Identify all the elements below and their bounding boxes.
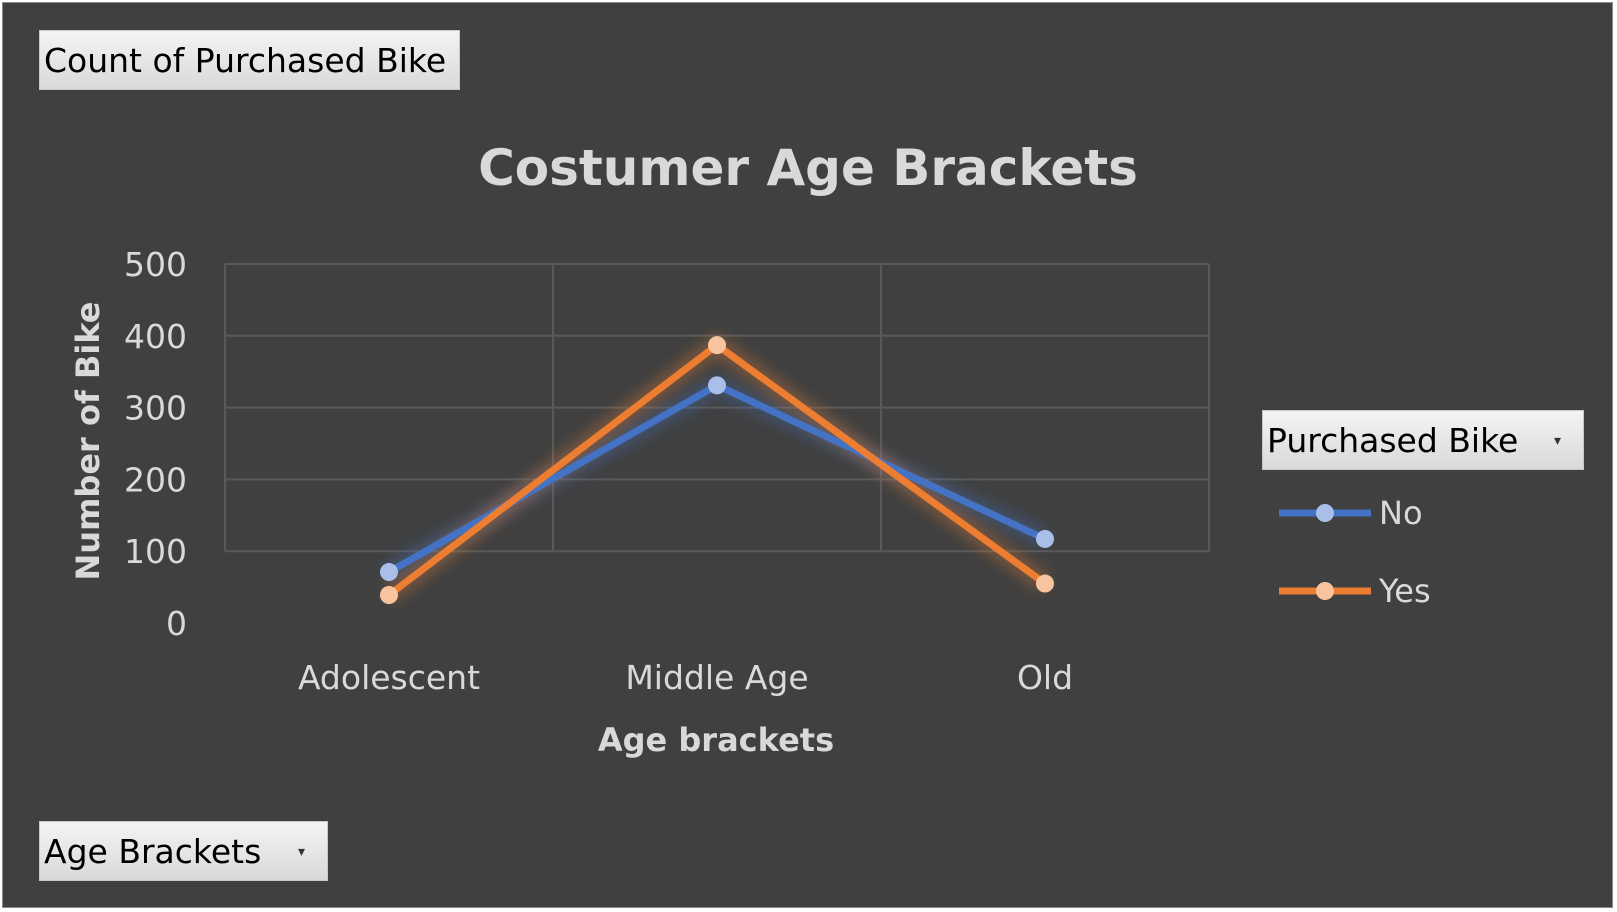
values-field-button[interactable]: Count of Purchased Bike bbox=[39, 30, 460, 90]
data-point-yes bbox=[1036, 574, 1054, 593]
legend-label: Yes bbox=[1379, 572, 1431, 610]
legend-item-no: No bbox=[1275, 493, 1495, 533]
x-axis-ticks: Adolescent Middle Age Old bbox=[298, 658, 1073, 697]
y-tick-label: 500 bbox=[124, 245, 187, 284]
data-point-no bbox=[380, 563, 398, 582]
legend-swatch bbox=[1279, 582, 1371, 600]
legend-field-button[interactable]: Purchased Bike ▾ bbox=[1262, 410, 1584, 470]
y-tick-label: 400 bbox=[124, 317, 187, 356]
values-field-label: Count of Purchased Bike bbox=[44, 41, 447, 80]
axis-field-label: Age Brackets bbox=[44, 832, 262, 871]
gridlines bbox=[224, 263, 1210, 553]
x-tick-label: Old bbox=[1017, 658, 1073, 697]
legend-item-yes: Yes bbox=[1275, 571, 1495, 611]
dropdown-arrow-icon: ▾ bbox=[297, 844, 305, 860]
x-axis-label: Age brackets bbox=[598, 721, 834, 759]
y-tick-label: 200 bbox=[124, 460, 187, 499]
y-tick-label: 300 bbox=[124, 389, 187, 428]
x-tick-label: Adolescent bbox=[298, 658, 480, 697]
axis-field-button[interactable]: Age Brackets ▾ bbox=[39, 821, 328, 881]
series-lines bbox=[380, 336, 1054, 604]
legend-label: No bbox=[1379, 494, 1423, 532]
data-point-yes bbox=[380, 585, 398, 604]
data-point-no bbox=[708, 376, 726, 395]
data-point-yes bbox=[708, 336, 726, 355]
legend-field-label: Purchased Bike bbox=[1267, 421, 1519, 460]
y-axis-ticks: 0 100 200 300 400 500 bbox=[124, 245, 187, 643]
y-tick-label: 100 bbox=[124, 532, 187, 571]
chart-plot: Costumer Age Brackets 0 100 200 300 400 500 A… bbox=[69, 139, 1210, 759]
y-axis-label: Number of Bike bbox=[69, 302, 107, 581]
y-tick-label: 0 bbox=[166, 604, 187, 643]
dropdown-arrow-icon: ▾ bbox=[1553, 433, 1561, 449]
legend-swatch bbox=[1279, 504, 1371, 522]
x-tick-label: Middle Age bbox=[625, 658, 808, 697]
chart-title: Costumer Age Brackets bbox=[478, 139, 1138, 197]
data-point-no bbox=[1036, 529, 1054, 548]
